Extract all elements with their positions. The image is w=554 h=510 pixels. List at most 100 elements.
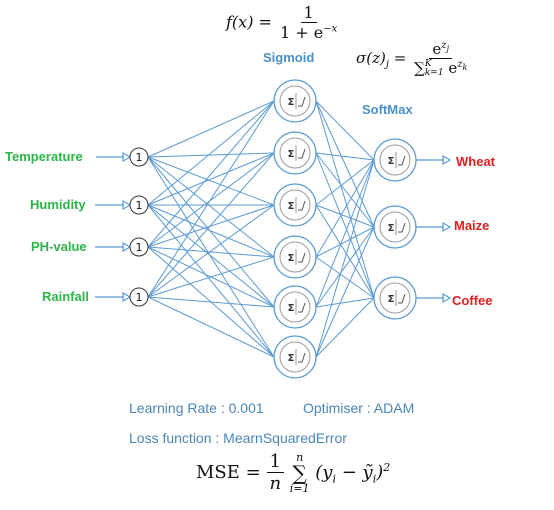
edge-input4-hidden6 — [147, 296, 275, 358]
hidden-neuron-1-sum-symbol: Σ — [288, 97, 295, 108]
hidden-neuron-2-activation-curve-icon — [298, 148, 306, 159]
sigmoid-lhs: f(x) = — [226, 12, 272, 32]
softmax-lhs-sub: j — [385, 58, 389, 70]
sigmoid-formula: f(x) = 1 1 + e−x — [226, 4, 340, 42]
output-label-coffee: Coffee — [452, 293, 493, 308]
input-node-text-1: 1 — [136, 151, 143, 164]
input-node-4 — [129, 287, 149, 307]
learning-rate-text: Learning Rate : 0.001 — [129, 400, 264, 416]
mse-frac-den: n — [269, 472, 282, 494]
input-node-text-2: 1 — [136, 199, 143, 212]
edge-input4-hidden1 — [147, 100, 275, 298]
mse-sum-sign: ∑ — [292, 461, 307, 486]
output-neuron-1-inner — [379, 144, 411, 176]
edge-input2-hidden1 — [147, 100, 275, 206]
softmax-lhs: σ(z)j — [356, 48, 389, 70]
output-neuron-3-sum-symbol: Σ — [388, 294, 395, 305]
mse-sum: n ∑ i=1 — [290, 452, 310, 494]
edge-input1-hidden5 — [147, 156, 275, 308]
softmax-equals: = — [393, 48, 407, 67]
edge-hidden3-output3 — [315, 204, 375, 299]
output-arrow-3-head — [442, 292, 452, 304]
output-label-wheat: Wheat — [456, 154, 495, 169]
edge-input4-hidden2 — [147, 152, 275, 298]
hidden-neuron-2-inner — [279, 137, 311, 169]
edge-hidden4-output2 — [315, 226, 375, 258]
softmax-lhs-sigma: σ(z) — [356, 48, 386, 67]
softmax-numerator: ezj — [429, 40, 453, 59]
edge-input1-hidden3 — [147, 156, 275, 206]
mse-sum-top: n — [296, 451, 304, 465]
network-nodes: 1 1 1 1 Σ Σ Σ Σ Σ Σ Σ Σ Σ — [129, 79, 417, 379]
edge-hidden5-output1 — [315, 159, 375, 308]
hidden-neuron-1-inner — [279, 85, 311, 117]
edge-hidden2-output2 — [315, 152, 375, 228]
output-label-maize: Maize — [454, 218, 490, 233]
edge-input2-hidden4 — [147, 204, 275, 258]
output-arrow-1-head — [442, 154, 452, 166]
mse-body-exp: 2 — [383, 461, 391, 475]
edge-input2-hidden6 — [147, 204, 275, 358]
softmax-num-base: e — [432, 40, 442, 58]
output-neuron-1-activation-curve-icon — [398, 155, 406, 166]
input-node-3 — [129, 237, 149, 257]
hidden-neuron-5-activation-curve-icon — [298, 302, 306, 313]
optimiser-text: Optimiser : ADAM — [303, 400, 415, 416]
hidden-neuron-1-activation-curve-icon — [298, 96, 306, 107]
edge-input3-hidden1 — [147, 100, 275, 248]
hidden-neuron-6-sum-symbol: Σ — [288, 353, 295, 364]
hidden-neuron-4-activation-curve-icon — [298, 252, 306, 263]
hidden-neuron-3-sum-symbol: Σ — [288, 201, 295, 212]
softmax-num-exp-sub: j — [446, 44, 450, 53]
edge-input3-hidden3 — [147, 204, 275, 248]
sigmoid-numerator: 1 — [300, 4, 317, 23]
network-edges — [147, 100, 375, 358]
edge-input3-hidden4 — [147, 246, 275, 258]
softmax-sum-top: K — [424, 58, 432, 69]
softmax-den-exp-sub: k — [462, 62, 468, 72]
edge-hidden5-output3 — [315, 297, 375, 308]
mse-lhs: MSE = — [196, 462, 261, 484]
edge-hidden6-output2 — [315, 226, 375, 358]
hidden-neuron-6-activation-curve-icon — [298, 352, 306, 363]
hidden-neuron-5-inner — [279, 291, 311, 323]
input-label-humidity: Humidity — [30, 197, 86, 212]
io-arrows — [95, 151, 452, 304]
output-neuron-1-sum-symbol: Σ — [388, 156, 395, 167]
input-arrow-4-head — [122, 291, 132, 303]
output-activation-label: SoftMax — [362, 102, 413, 117]
sigmoid-denominator: 1 + e−x — [277, 23, 340, 42]
sigmoid-den-exp: −x — [323, 23, 338, 35]
input-arrow-2-head — [122, 199, 132, 211]
output-neuron-2-inner — [379, 211, 411, 243]
output-neuron-2-sum-symbol: Σ — [388, 223, 395, 234]
edge-input1-hidden2 — [147, 152, 275, 158]
input-node-text-4: 1 — [136, 291, 143, 304]
edge-hidden3-output2 — [315, 204, 375, 228]
hidden-activation-label: Sigmoid — [263, 50, 315, 65]
hidden-neuron-4-sum-symbol: Σ — [288, 253, 295, 264]
mse-sum-bottom: i=1 — [289, 482, 310, 496]
mse-formula: MSE = 1 n n ∑ i=1 (yi − ỹi)2 — [196, 452, 390, 494]
hidden-neuron-4-inner — [279, 241, 311, 273]
softmax-sum-sign: ∑ — [414, 58, 425, 77]
edge-hidden2-output3 — [315, 152, 375, 299]
edge-hidden3-output1 — [315, 159, 375, 206]
input-node-text-3: 1 — [136, 241, 143, 254]
output-neuron-3-inner — [379, 282, 411, 314]
input-label-rainfall: Rainfall — [42, 289, 89, 304]
input-label-temperature: Temperature — [5, 149, 83, 164]
hidden-neuron-6-inner — [279, 341, 311, 373]
hidden-neuron-3-inner — [279, 189, 311, 221]
hidden-neuron-5-sum-symbol: Σ — [288, 303, 295, 314]
mse-body-close: ) — [376, 462, 384, 484]
output-arrow-2-head — [442, 221, 452, 233]
edge-hidden4-output3 — [315, 256, 375, 299]
mse-body: (yi − ỹi)2 — [315, 461, 391, 486]
edge-input1-hidden4 — [147, 156, 275, 258]
mse-body-sub2: i — [372, 472, 377, 486]
edge-hidden5-output2 — [315, 226, 375, 308]
